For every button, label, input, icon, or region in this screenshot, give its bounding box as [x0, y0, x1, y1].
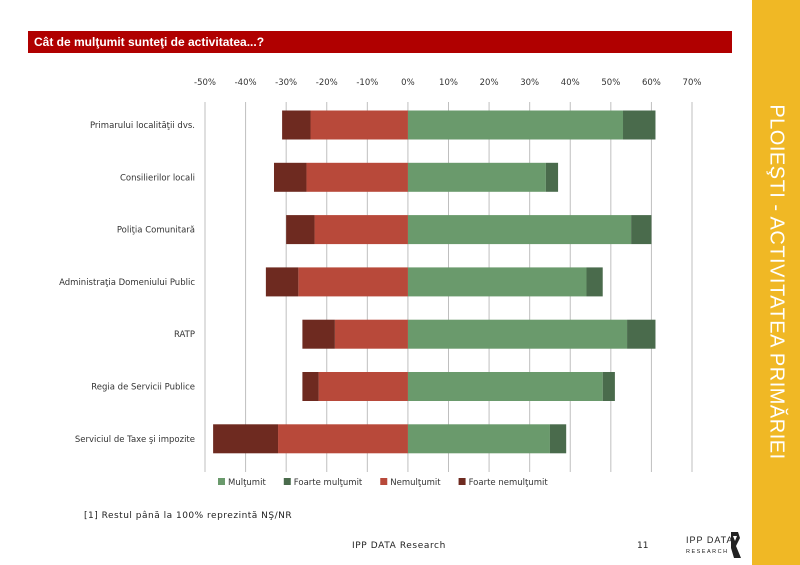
- bar-nemul-umit: [314, 215, 408, 245]
- category-label: Administraţia Domeniului Public: [59, 278, 195, 288]
- bar-foarte-nemul-umit: [282, 110, 311, 140]
- side-title: PLOIEŞTI - ACTIVITATEA PRIMĂRIEI: [765, 104, 788, 460]
- x-tick-label: 10%: [439, 78, 458, 88]
- x-tick-label: 70%: [683, 78, 702, 88]
- x-tick-label: -10%: [356, 78, 378, 88]
- footer-source: IPP DATA Research: [352, 541, 446, 551]
- bar-nemul-umit: [334, 319, 408, 349]
- bar-nemul-umit: [306, 162, 408, 192]
- x-tick-label: 30%: [520, 78, 539, 88]
- diverging-bar-chart: -50% -40% -30% -20% -10% 0% 10% 20% 30% 40% 50% 60%…: [59, 78, 702, 488]
- footnote: [1] Restul până la 100% reprezintă NŞ/NR: [84, 511, 293, 521]
- legend-swatch: [380, 478, 388, 485]
- bar-foarte-nemul-umit: [213, 424, 279, 454]
- side-band: [752, 0, 800, 565]
- bar-foarte-nemul-umit: [302, 319, 335, 349]
- legend-label: Nemulţumit: [390, 478, 441, 488]
- bar-nemul-umit: [278, 424, 408, 454]
- x-tick-label: -30%: [275, 78, 297, 88]
- bar-mul-umit: [407, 372, 603, 401]
- bar-nemul-umit: [318, 372, 408, 401]
- bar-mul-umit: [407, 319, 628, 349]
- bar-foarte-mul-umit: [586, 267, 603, 297]
- legend-swatch: [283, 478, 291, 485]
- bar-foarte-mul-umit: [602, 372, 615, 401]
- logo-line-1: IPP DATA: [686, 535, 734, 545]
- x-tick-label: 20%: [480, 78, 499, 88]
- page-number: 11: [637, 541, 649, 551]
- bar-foarte-mul-umit: [545, 162, 559, 192]
- bar-mul-umit: [407, 215, 632, 245]
- bar-foarte-mul-umit: [623, 110, 656, 140]
- x-tick-label: 50%: [601, 78, 620, 88]
- bar-foarte-mul-umit: [627, 319, 656, 349]
- category-label: RATP: [174, 330, 195, 340]
- bar-foarte-nemul-umit: [302, 372, 319, 401]
- bar-mul-umit: [407, 110, 624, 140]
- legend-swatch: [458, 478, 466, 485]
- bar-mul-umit: [407, 162, 546, 192]
- x-tick-label: 60%: [642, 78, 661, 88]
- legend-swatch: [218, 478, 225, 485]
- bar-foarte-nemul-umit: [286, 215, 315, 245]
- bar-nemul-umit: [310, 110, 408, 140]
- bar-nemul-umit: [298, 267, 408, 297]
- x-tick-label: 0%: [401, 78, 415, 88]
- x-tick-label: 40%: [561, 78, 580, 88]
- category-label: Primarului localităţii dvs.: [90, 121, 195, 131]
- legend-label: Foarte nemulţumit: [469, 478, 549, 488]
- bar-mul-umit: [407, 424, 550, 454]
- category-label: Regia de Servicii Publice: [91, 383, 195, 393]
- logo-mark: [731, 532, 741, 558]
- bar-foarte-nemul-umit: [265, 267, 299, 297]
- category-label: Serviciul de Taxe şi impozite: [75, 435, 195, 445]
- bar-foarte-nemul-umit: [273, 162, 307, 192]
- bar-foarte-mul-umit: [549, 424, 567, 454]
- chart-title-bar: Cât de mulţumit sunteţi de activitatea..…: [28, 31, 732, 53]
- legend-label: Foarte mulţumit: [294, 478, 363, 488]
- bar-mul-umit: [407, 267, 587, 297]
- logo-line-2: RESEARCH: [686, 549, 729, 555]
- bar-foarte-mul-umit: [631, 215, 652, 245]
- category-label: Poliţia Comunitară: [117, 226, 195, 236]
- legend-label: Mulţumit: [228, 478, 266, 488]
- ipp-logo: IPP DATA RESEARCH: [686, 532, 741, 558]
- x-tick-label: -40%: [235, 78, 257, 88]
- x-tick-label: -20%: [316, 78, 338, 88]
- x-tick-label: -50%: [194, 78, 216, 88]
- category-label: Consilierilor locali: [120, 173, 195, 183]
